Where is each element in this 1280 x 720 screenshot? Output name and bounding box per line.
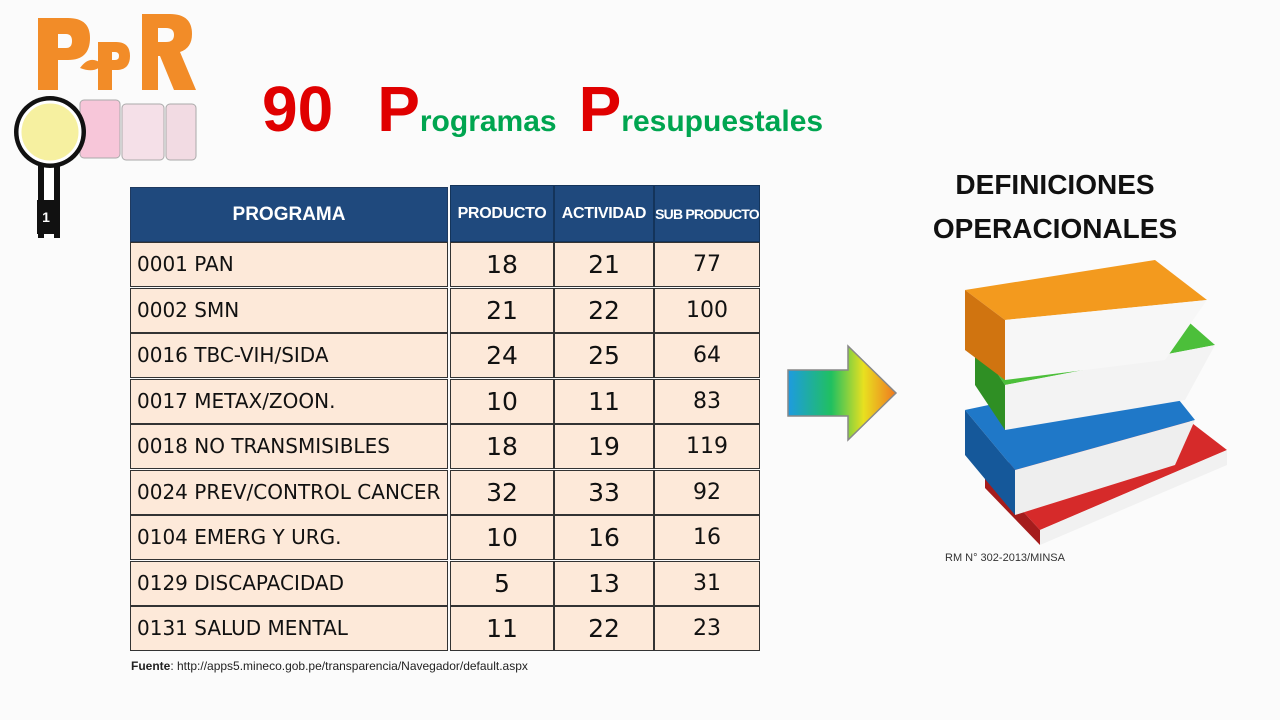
source-note: Fuente: http://apps5.mineco.gob.pe/trans… [131, 659, 528, 673]
table-cell-sub-producto: 31 [654, 560, 760, 606]
table-cell-sub-producto: 92 [654, 469, 760, 515]
title-initial-1: P [377, 73, 420, 145]
title-word-2: resupuestales [621, 105, 824, 138]
table-row-programa: 0104 EMERG Y URG. [130, 515, 448, 560]
table-cell-sub-producto: 77 [654, 242, 760, 287]
table-cell-actividad: 33 [554, 469, 654, 515]
table-row-programa: 0131 SALUD MENTAL [130, 606, 448, 651]
source-url: : http://apps5.mineco.gob.pe/transparenc… [170, 659, 528, 673]
table-cell-sub-producto: 64 [654, 333, 760, 378]
badge-number: 1 [37, 200, 55, 234]
table-row-programa: 0024 PREV/CONTROL CANCER [130, 469, 448, 515]
header-producto: PRODUCTO [450, 185, 554, 242]
table-row-programa: 0001 PAN [130, 242, 448, 287]
table-row-programa: 0129 DISCAPACIDAD [130, 560, 448, 606]
title-word-1: rogramas [419, 105, 557, 138]
right-arrow-icon [787, 344, 898, 442]
table-cell-producto: 24 [450, 333, 554, 378]
definitions-line-1: DEFINICIONES [955, 169, 1155, 200]
table-cell-sub-producto: 119 [654, 424, 760, 469]
table-cell-producto: 5 [450, 560, 554, 606]
table-cell-sub-producto: 16 [654, 515, 760, 560]
table-row-programa: 0018 NO TRANSMISIBLES [130, 424, 448, 469]
title-initial-2: P [578, 73, 622, 145]
header-programa: PROGRAMA [130, 187, 448, 242]
table-cell-actividad: 16 [554, 515, 654, 560]
definitions-line-2: OPERACIONALES [932, 213, 1178, 244]
table-cell-sub-producto: 100 [654, 287, 760, 333]
table-cell-producto: 18 [450, 424, 554, 469]
definitions-heading: DEFINICIONES OPERACIONALES [905, 163, 1205, 251]
table-cell-sub-producto: 23 [654, 606, 760, 651]
table-row-programa: 0017 METAX/ZOON. [130, 378, 448, 424]
table-cell-producto: 32 [450, 469, 554, 515]
table-cell-producto: 10 [450, 515, 554, 560]
books-stack-icon [965, 260, 1227, 545]
table-cell-producto: 11 [450, 606, 554, 651]
table-cell-actividad: 19 [554, 424, 654, 469]
table-cell-actividad: 11 [554, 378, 654, 424]
title-number: 90 [262, 73, 334, 145]
reference-note: RM N° 302-2013/MINSA [945, 552, 1065, 564]
page-title: 90 Programas Presupuestales [262, 72, 823, 152]
table-cell-actividad: 22 [554, 606, 654, 651]
table-row-programa: 0002 SMN [130, 287, 448, 333]
table-row-programa: 0016 TBC-VIH/SIDA [130, 333, 448, 378]
source-label: Fuente [131, 659, 171, 673]
table-cell-actividad: 22 [554, 287, 654, 333]
table-cell-producto: 21 [450, 287, 554, 333]
table-cell-sub-producto: 83 [654, 378, 760, 424]
header-actividad: ACTIVIDAD [554, 185, 654, 242]
table-cell-actividad: 21 [554, 242, 654, 287]
header-sub-producto: SUB PRODUCTO [654, 185, 760, 242]
table-cell-producto: 10 [450, 378, 554, 424]
table-cell-actividad: 13 [554, 560, 654, 606]
table-cell-producto: 18 [450, 242, 554, 287]
table-cell-actividad: 25 [554, 333, 654, 378]
